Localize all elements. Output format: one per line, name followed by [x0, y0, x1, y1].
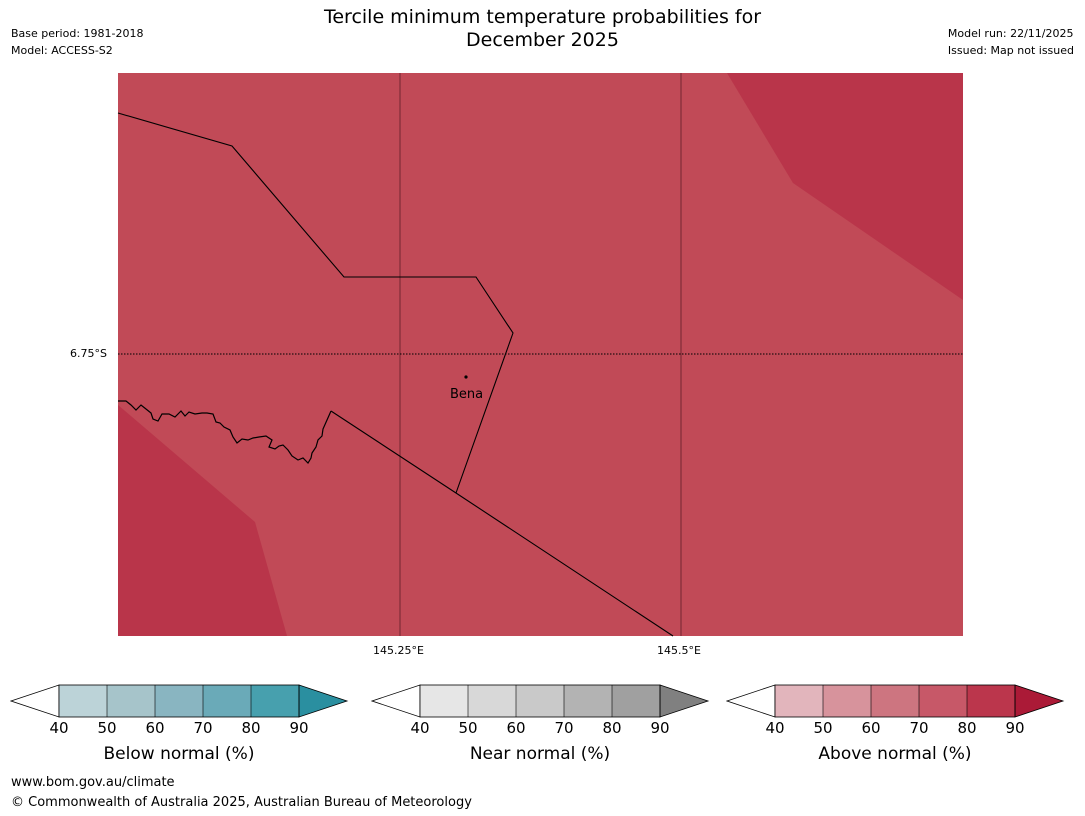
model-info: Base period: 1981-2018 Model: ACCESS-S2 — [11, 25, 143, 59]
above-colorbar-swatch-80-90 — [967, 685, 1015, 717]
footer-copyright: © Commonwealth of Australia 2025, Austra… — [11, 795, 472, 810]
near-colorbar-swatch-80-90 — [612, 685, 660, 717]
title-line-2: December 2025 — [466, 29, 619, 51]
river-border — [118, 400, 332, 464]
below-colorbar-max-arrow — [298, 684, 349, 718]
below-tick-70: 70 — [193, 719, 213, 737]
near-normal-title: Near normal (%) — [469, 744, 611, 764]
model-text: Model: ACCESS-S2 — [11, 44, 113, 57]
above-colorbar-swatch-70-80 — [919, 685, 967, 717]
below-colorbar-min-arrow — [10, 684, 60, 718]
below-colorbar-swatch-60-70 — [155, 685, 203, 717]
below-normal-title: Below normal (%) — [103, 744, 255, 764]
near-normal-colorbar — [371, 684, 710, 718]
above-colorbar-swatch-50-60 — [823, 685, 871, 717]
below-tick-60: 60 — [145, 719, 165, 737]
below-colorbar-swatch-40-50 — [59, 685, 107, 717]
map-title: Tercile minimum temperature probabilitie… — [0, 6, 1085, 52]
near-colorbar-min-arrow — [371, 684, 421, 718]
province-border-south — [330, 410, 674, 637]
near-tick-80: 80 — [602, 719, 622, 737]
place-label-bena: Bena — [450, 387, 484, 402]
above-tick-60: 60 — [861, 719, 881, 737]
below-tick-40: 40 — [49, 719, 69, 737]
below-colorbar-outline — [58, 684, 300, 718]
latitude-label: 6.75°S — [70, 347, 107, 360]
near-colorbar-swatch-70-80 — [564, 685, 612, 717]
above-colorbar-swatch-60-70 — [871, 685, 919, 717]
place-marker — [464, 375, 468, 379]
above-tick-50: 50 — [813, 719, 833, 737]
model-run-text: Model run: 22/11/2025 — [947, 27, 1074, 40]
higher-probability-region-ne — [727, 73, 963, 300]
near-colorbar-max-arrow — [659, 684, 710, 718]
near-tick-70: 70 — [554, 719, 574, 737]
below-tick-50: 50 — [97, 719, 117, 737]
near-colorbar-outline — [419, 684, 661, 718]
near-tick-90: 90 — [650, 719, 670, 737]
longitude-label-145-5: 145.5°E — [657, 644, 701, 657]
near-tick-40: 40 — [410, 719, 430, 737]
title-line-1: Tercile minimum temperature probabilitie… — [323, 6, 762, 28]
below-tick-80: 80 — [241, 719, 261, 737]
above-tick-40: 40 — [765, 719, 785, 737]
above-tick-70: 70 — [909, 719, 929, 737]
run-info: Model run: 22/11/2025 Issued: Map not is… — [948, 25, 1074, 59]
above-colorbar-min-arrow — [726, 684, 776, 718]
near-colorbar-swatch-60-70 — [516, 685, 564, 717]
below-colorbar-swatch-50-60 — [107, 685, 155, 717]
below-colorbar-swatch-70-80 — [203, 685, 251, 717]
higher-probability-region-sw — [118, 405, 287, 636]
near-colorbar-swatch-40-50 — [420, 685, 468, 717]
footer-url: www.bom.gov.au/climate — [11, 775, 175, 790]
base-period-text: Base period: 1981-2018 — [11, 27, 144, 40]
above-tick-90: 90 — [1005, 719, 1025, 737]
province-border-north — [117, 112, 514, 494]
above-colorbar-swatch-40-50 — [775, 685, 823, 717]
below-tick-90: 90 — [289, 719, 309, 737]
above-normal-colorbar — [726, 684, 1065, 718]
above-colorbar-max-arrow — [1014, 684, 1065, 718]
below-normal-colorbar — [10, 684, 349, 718]
above-normal-title: Above normal (%) — [818, 744, 972, 764]
below-colorbar-swatch-80-90 — [251, 685, 299, 717]
near-tick-60: 60 — [506, 719, 526, 737]
longitude-label-145-25: 145.25°E — [373, 644, 424, 657]
issued-text: Issued: Map not issued — [947, 44, 1074, 57]
above-tick-80: 80 — [957, 719, 977, 737]
near-tick-50: 50 — [458, 719, 478, 737]
near-colorbar-swatch-50-60 — [468, 685, 516, 717]
above-colorbar-outline — [774, 684, 1016, 718]
